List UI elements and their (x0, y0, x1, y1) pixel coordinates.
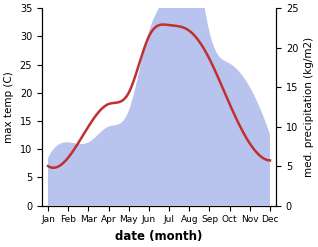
Y-axis label: max temp (C): max temp (C) (4, 71, 14, 143)
Y-axis label: med. precipitation (kg/m2): med. precipitation (kg/m2) (304, 37, 314, 177)
X-axis label: date (month): date (month) (115, 230, 203, 243)
